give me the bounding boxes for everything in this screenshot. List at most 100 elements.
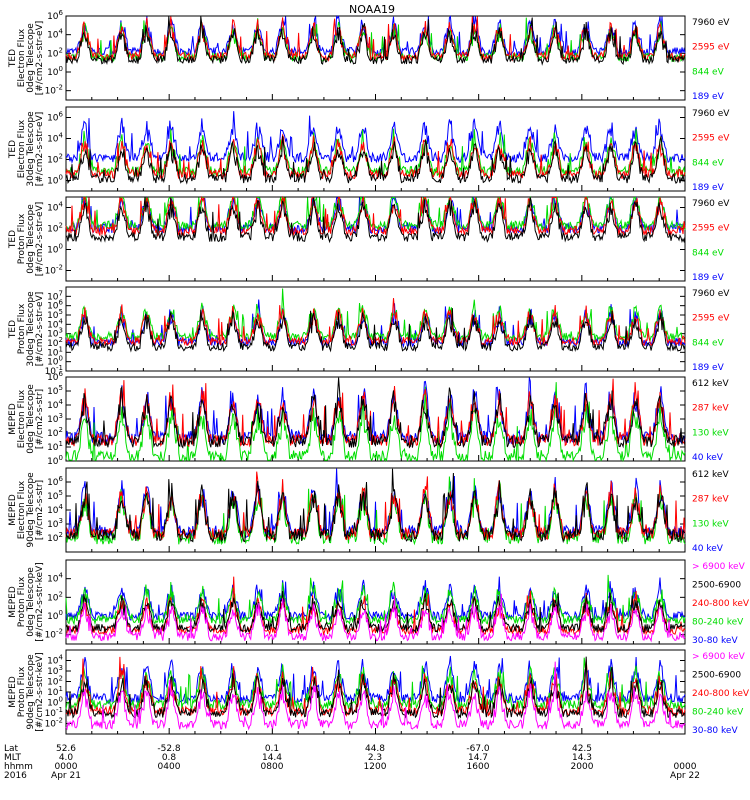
legend-entry: 287 keV — [692, 495, 729, 505]
y-tick-label: 105 — [47, 384, 63, 397]
y-tick-label: 101 — [47, 685, 63, 698]
series-line — [65, 656, 686, 720]
legend-entry: 130 keV — [692, 428, 729, 438]
legend-entry: 30-80 keV — [692, 636, 738, 646]
legend-entry: 844 eV — [692, 338, 725, 348]
y-tick-label: 10-2 — [45, 264, 63, 277]
axis-row-value: -52.8 — [157, 744, 181, 754]
series-line — [65, 288, 686, 343]
y-tick-label: 100 — [47, 609, 63, 622]
panel-frame — [65, 196, 686, 282]
series-line — [65, 16, 686, 66]
series-line — [65, 382, 686, 463]
y-tick-label: 10-1 — [45, 364, 63, 377]
y-tick-label: 102 — [47, 675, 63, 688]
y-tick-label: 101 — [47, 345, 63, 358]
y-axis-label: MEPEDProton Flux0deg Telescope[#/cm2-s-s… — [8, 562, 45, 641]
y-tick-label: 100 — [47, 355, 63, 368]
legend-entry: 30-80 keV — [692, 726, 738, 736]
axis-row-value: Apr 22 — [670, 771, 700, 781]
y-axis-label: MEPEDProton Flux90deg Telescope[#/cm2-s-… — [8, 652, 45, 731]
axis-row-value: 0000 — [55, 762, 78, 772]
legend-entry: 130 keV — [692, 519, 729, 529]
y-tick-label: 106 — [47, 9, 63, 22]
y-tick-label: 100 — [47, 65, 63, 78]
series-line — [65, 308, 686, 353]
legend-entry: 80-240 keV — [692, 618, 744, 628]
legend-entry: 844 eV — [692, 248, 725, 258]
legend-entry: 7960 eV — [692, 199, 730, 209]
y-tick-label: 104 — [47, 654, 63, 667]
legend-entry: 2595 eV — [692, 314, 730, 324]
series-line — [65, 593, 686, 643]
legend-entry: > 6900 keV — [692, 562, 746, 572]
series-line — [65, 111, 686, 165]
axis-row-label: 2016 — [4, 771, 27, 781]
series-line — [65, 468, 686, 544]
legend-entry: 240-800 keV — [692, 689, 750, 699]
y-tick-label: 104 — [47, 503, 63, 516]
y-tick-label: 105 — [47, 308, 63, 321]
y-tick-label: 100 — [47, 174, 63, 187]
legend-entry: 2500-6900 — [692, 671, 741, 681]
y-tick-label: 106 — [47, 475, 63, 488]
y-tick-label: 106 — [47, 370, 63, 383]
axis-row-value: 44.8 — [365, 744, 385, 754]
legend-entry: 189 eV — [692, 363, 725, 373]
legend-entry: > 6900 keV — [692, 652, 746, 662]
y-tick-label: 102 — [47, 222, 63, 235]
axis-row-value: Apr 21 — [51, 771, 81, 781]
legend-entry: 40 keV — [692, 453, 724, 463]
y-tick-label: 105 — [47, 489, 63, 502]
y-tick-label: 104 — [47, 28, 63, 41]
axis-row-value: 0800 — [261, 762, 284, 772]
legend-entry: 2595 eV — [692, 224, 730, 234]
legend-entry: 189 eV — [692, 92, 725, 102]
legend-entry: 2595 eV — [692, 43, 730, 53]
time-axis-labels: Lat 52.6 -52.8 0.1 44.8 -67.0 42.5 MLT 4.0 0.8 14.… — [4, 744, 700, 781]
axis-row-label: MLT — [4, 753, 22, 763]
axis-row-value: 0.8 — [162, 753, 177, 763]
series-line — [65, 195, 686, 232]
y-tick-label: 100 — [47, 696, 63, 709]
axis-row-value: 0000 — [674, 762, 697, 772]
series-line — [65, 16, 686, 63]
y-tick-label: 104 — [47, 398, 63, 411]
y-axis-label: TEDElectron Flux30deg Telescope[#/cm2-s-… — [8, 111, 45, 187]
y-tick-label: 107 — [47, 289, 63, 302]
series-line — [65, 133, 686, 181]
y-axis-label: TEDProton Flux0deg Telescope[#/cm2-s-str… — [8, 202, 45, 277]
legend-entry: 7960 eV — [692, 289, 730, 299]
series-line — [65, 135, 686, 185]
y-tick-label: 10-2 — [45, 628, 63, 641]
y-tick-label: 103 — [47, 664, 63, 677]
y-tick-label: 102 — [47, 531, 63, 544]
axis-row-value: 2000 — [571, 762, 594, 772]
axis-row-value: 42.5 — [572, 744, 592, 754]
y-tick-label: 103 — [47, 517, 63, 530]
legend-entry: 844 eV — [692, 158, 725, 168]
axis-row-value: 14.7 — [468, 753, 488, 763]
legend-entry: 7960 eV — [692, 18, 730, 28]
legend-entry: 2595 eV — [692, 134, 730, 144]
axis-row-value: 1600 — [467, 762, 490, 772]
y-tick-label: 103 — [47, 412, 63, 425]
y-axis-label: TEDProton Flux30deg Telescope[#/cm2-s-st… — [8, 291, 45, 367]
legend-entry: 240-800 keV — [692, 599, 750, 609]
y-tick-label: 103 — [47, 327, 63, 340]
y-tick-label: 102 — [47, 153, 63, 166]
y-axis-label: TEDElectron Flux0deg Telescope[#/cm2-s-s… — [8, 21, 45, 96]
legend-entry: 612 keV — [692, 470, 729, 480]
y-tick-label: 104 — [47, 317, 63, 330]
legend-entry: 612 keV — [692, 379, 729, 389]
legend-entry: 287 keV — [692, 404, 729, 414]
series-line — [65, 657, 686, 712]
axis-row-value: 14.3 — [572, 753, 592, 763]
y-tick-label: 101 — [47, 440, 63, 453]
